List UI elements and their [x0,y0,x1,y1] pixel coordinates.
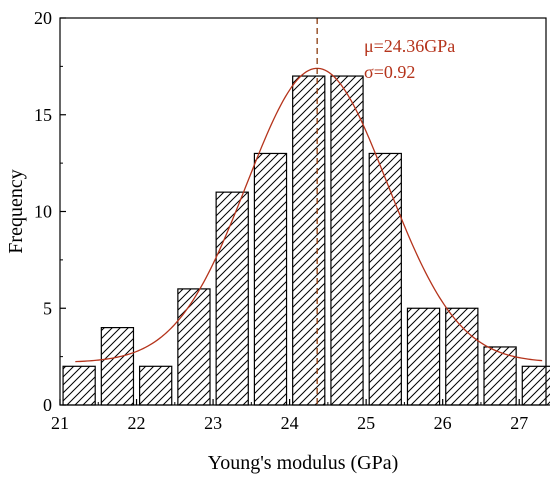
histogram-bar [521,365,550,406]
x-tick-label: 21 [51,413,69,433]
histogram-bar [368,152,402,406]
x-tick-label: 24 [281,413,299,433]
y-tick-label: 10 [34,202,52,222]
histogram-bar [253,152,288,406]
x-axis-label: Young's modulus (GPa) [208,452,399,474]
normal-fit-curve [75,67,543,363]
histogram-bar [292,75,326,406]
x-tick-label: 26 [434,413,452,433]
histogram-bar [445,307,479,406]
x-tick-label: 23 [204,413,222,433]
histogram-bar [406,307,441,406]
y-tick-label: 15 [34,105,52,125]
x-tick-label: 25 [357,413,375,433]
y-tick-label: 5 [43,298,52,318]
x-tick-label: 27 [510,413,528,433]
bars-group [62,75,550,406]
x-tick-label: 22 [128,413,146,433]
histogram-bar [215,191,249,406]
histogram-bar [330,75,364,406]
y-axis-label: Frequency [5,169,27,253]
histogram-bar [483,346,517,406]
x-axis: 21 22 23 24 25 26 27 [51,399,528,433]
y-tick-label: 0 [43,395,52,415]
histogram-bar [138,365,173,406]
y-axis: 0 5 10 15 20 [34,8,66,415]
histogram-bar [62,365,96,406]
y-tick-label: 20 [34,8,52,28]
sigma-annotation: σ=0.92 [364,62,415,82]
histogram-bar [100,327,135,406]
mean-annotation: μ=24.36GPa [364,36,455,56]
histogram-bar [177,288,211,406]
